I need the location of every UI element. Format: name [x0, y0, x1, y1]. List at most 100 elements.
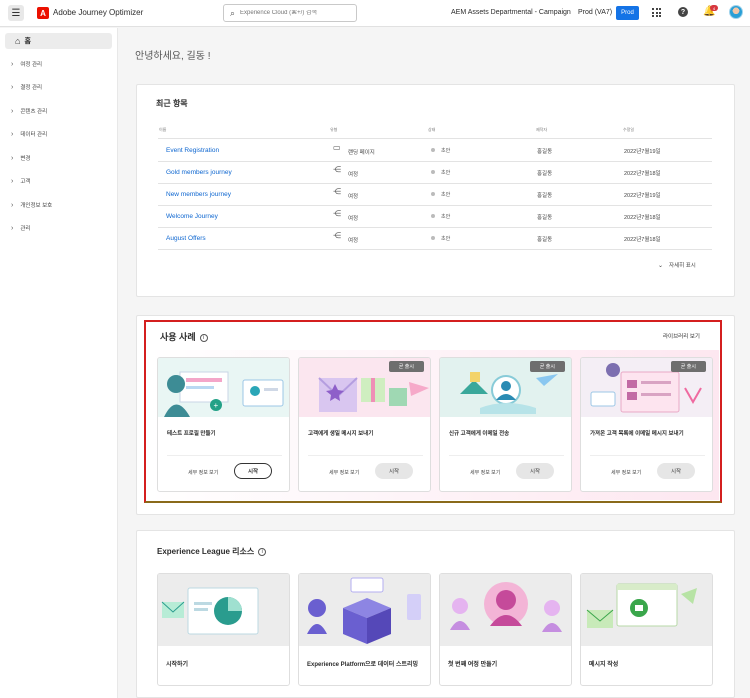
status-dot — [431, 236, 435, 240]
start-button[interactable]: 시작 — [516, 463, 554, 479]
column-header-type[interactable]: 유형 — [330, 127, 338, 132]
adobe-logo[interactable]: A — [37, 7, 49, 19]
coming-soon-badge: 곧 출시 — [388, 361, 424, 372]
chevron-right-icon: › — [11, 154, 14, 162]
journey-icon: ⋲ — [333, 165, 341, 174]
start-button[interactable]: 시작 — [657, 463, 695, 479]
table-row-author: 홍길동 — [537, 171, 553, 177]
search-box[interactable]: ⌕ — [223, 4, 357, 22]
use-case-illustration: 곧 출시 — [581, 358, 712, 417]
divider — [308, 455, 423, 456]
sidebar: ⌂ 홈 — [0, 28, 118, 698]
landing-page-icon: ▭ — [333, 143, 341, 152]
divider — [158, 227, 712, 228]
avatar[interactable] — [729, 5, 743, 19]
league-illustration — [440, 574, 571, 646]
divider — [158, 205, 712, 206]
info-icon[interactable]: i — [258, 547, 267, 556]
league-card-getting-started[interactable]: 시작하기 — [157, 573, 290, 686]
help-icon[interactable]: ? — [678, 7, 688, 17]
view-details-link[interactable]: 세부 정보 보기 — [470, 470, 501, 476]
use-case-card-test-profile[interactable]: + 테스트 프로필 만들기 세부 정보 보기 시작 — [157, 357, 290, 492]
sidebar-item-label: 관리 — [20, 226, 31, 232]
sidebar-item-content[interactable]: › 콘텐츠 관리 — [11, 105, 47, 117]
info-icon[interactable]: i — [199, 333, 208, 342]
sidebar-item-change[interactable]: › 변경 — [11, 152, 30, 164]
table-row-name[interactable]: Gold members journey — [166, 169, 232, 176]
view-details-link[interactable]: 세부 정보 보기 — [188, 470, 219, 476]
column-header-author[interactable]: 제작자 — [536, 127, 548, 132]
table-row-author: 홍길동 — [537, 149, 553, 155]
use-case-name: 신규 고객에게 이메일 전송 — [449, 431, 510, 437]
table-row-date: 2022년7월19일 — [624, 193, 661, 199]
coming-soon-badge: 곧 출시 — [529, 361, 565, 372]
divider — [158, 249, 712, 250]
use-case-card-birthday[interactable]: 곧 출시 고객에게 생일 메시지 보내기 세부 정보 보기 시작 — [298, 357, 431, 492]
column-header-name[interactable]: 이름 — [159, 127, 167, 132]
chevron-right-icon: › — [11, 177, 14, 185]
apps-grid-icon[interactable] — [652, 8, 661, 17]
sidebar-item-label: 홈 — [24, 38, 31, 45]
show-more-button[interactable]: ⌄ 자세히 표시 — [658, 261, 696, 269]
chevron-down-icon: ⌄ — [658, 263, 664, 269]
use-cases-title: 사용 사례 i — [160, 330, 208, 343]
use-case-card-new-customer-email[interactable]: 곧 출시 신규 고객에게 이메일 전송 세부 정보 보기 시작 — [439, 357, 572, 492]
recent-items-title: 최근 항목 — [156, 99, 188, 108]
league-card-name: Experience Platform으로 데이터 스트리밍 — [307, 662, 419, 668]
sidebar-item-admin[interactable]: › 관리 — [11, 222, 30, 234]
use-cases-title-text: 사용 사례 — [160, 332, 196, 342]
view-details-link[interactable]: 세부 정보 보기 — [611, 470, 642, 476]
column-header-modified[interactable]: 수정일 — [623, 127, 635, 132]
table-row-status: 초안 — [441, 214, 451, 220]
table-row-status: 초안 — [441, 192, 451, 198]
league-card-first-journey[interactable]: 첫 번째 여정 만들기 — [439, 573, 572, 686]
sidebar-item-customers[interactable]: › 고객 — [11, 175, 30, 187]
table-row-name[interactable]: August Offers — [166, 235, 206, 242]
start-button[interactable]: 시작 — [375, 463, 413, 479]
status-dot — [431, 148, 435, 152]
app-title[interactable]: Adobe Journey Optimizer — [53, 8, 144, 17]
league-illustration — [299, 574, 430, 646]
use-case-illustration: + — [158, 358, 289, 417]
sidebar-item-privacy[interactable]: › 개인정보 보호 — [11, 199, 52, 211]
env-badge[interactable]: Prod — [616, 6, 639, 20]
league-illustration — [158, 574, 289, 646]
sidebar-item-label: 고객 — [20, 179, 31, 185]
sidebar-item-label: 여정 관리 — [20, 62, 43, 68]
sidebar-item-label: 데이터 관리 — [20, 132, 48, 138]
league-card-compose-message[interactable]: 메시지 작성 — [580, 573, 713, 686]
view-library-link[interactable]: 라이브러리 보기 — [663, 334, 700, 340]
sidebar-item-journeys[interactable]: › 여정 관리 — [11, 58, 42, 70]
table-row-name[interactable]: Welcome Journey — [166, 213, 218, 220]
menu-icon[interactable]: ☰ — [8, 5, 24, 21]
use-case-card-imported-list-email[interactable]: 곧 출시 가져온 고객 목록에 이메일 메시지 보내기 세부 정보 보기 시작 — [580, 357, 713, 492]
org-switcher[interactable]: AEM Assets Departmental - Campaign — [451, 9, 571, 16]
search-input[interactable] — [240, 10, 341, 16]
experience-league-title-text: Experience League 리소스 — [157, 547, 255, 556]
experience-league-title: Experience League 리소스 i — [157, 546, 267, 557]
table-row-author: 홍길동 — [537, 193, 553, 199]
bell-icon[interactable]: 🔔 — [703, 6, 716, 17]
divider — [158, 138, 712, 139]
sidebar-item-decisions[interactable]: › 결정 관리 — [11, 81, 42, 93]
table-row-name[interactable]: Event Registration — [166, 147, 220, 154]
sidebar-item-label: 콘텐츠 관리 — [20, 109, 48, 115]
table-row-type: 여정 — [348, 194, 359, 200]
column-header-status[interactable]: 상태 — [428, 127, 436, 132]
status-dot — [431, 214, 435, 218]
table-row-name[interactable]: New members journey — [166, 191, 232, 198]
sidebar-item-home[interactable]: ⌂ 홈 — [5, 33, 112, 49]
table-row-date: 2022년7월19일 — [624, 149, 661, 155]
greeting: 안녕하세요, 길동 ! — [135, 51, 211, 62]
sidebar-item-data[interactable]: › 데이터 관리 — [11, 128, 47, 140]
search-icon: ⌕ — [230, 7, 236, 18]
league-card-data-streaming[interactable]: Experience Platform으로 데이터 스트리밍 — [298, 573, 431, 686]
league-card-name: 첫 번째 여정 만들기 — [448, 662, 498, 668]
table-row-author: 홍길동 — [537, 215, 553, 221]
start-button[interactable]: 시작 — [234, 463, 272, 479]
journey-icon: ⋲ — [333, 209, 341, 218]
use-case-name: 테스트 프로필 만들기 — [167, 431, 216, 437]
sandbox-switcher[interactable]: Prod (VA7) — [578, 9, 613, 16]
view-details-link[interactable]: 세부 정보 보기 — [329, 470, 360, 476]
table-row-status: 초안 — [441, 170, 451, 176]
